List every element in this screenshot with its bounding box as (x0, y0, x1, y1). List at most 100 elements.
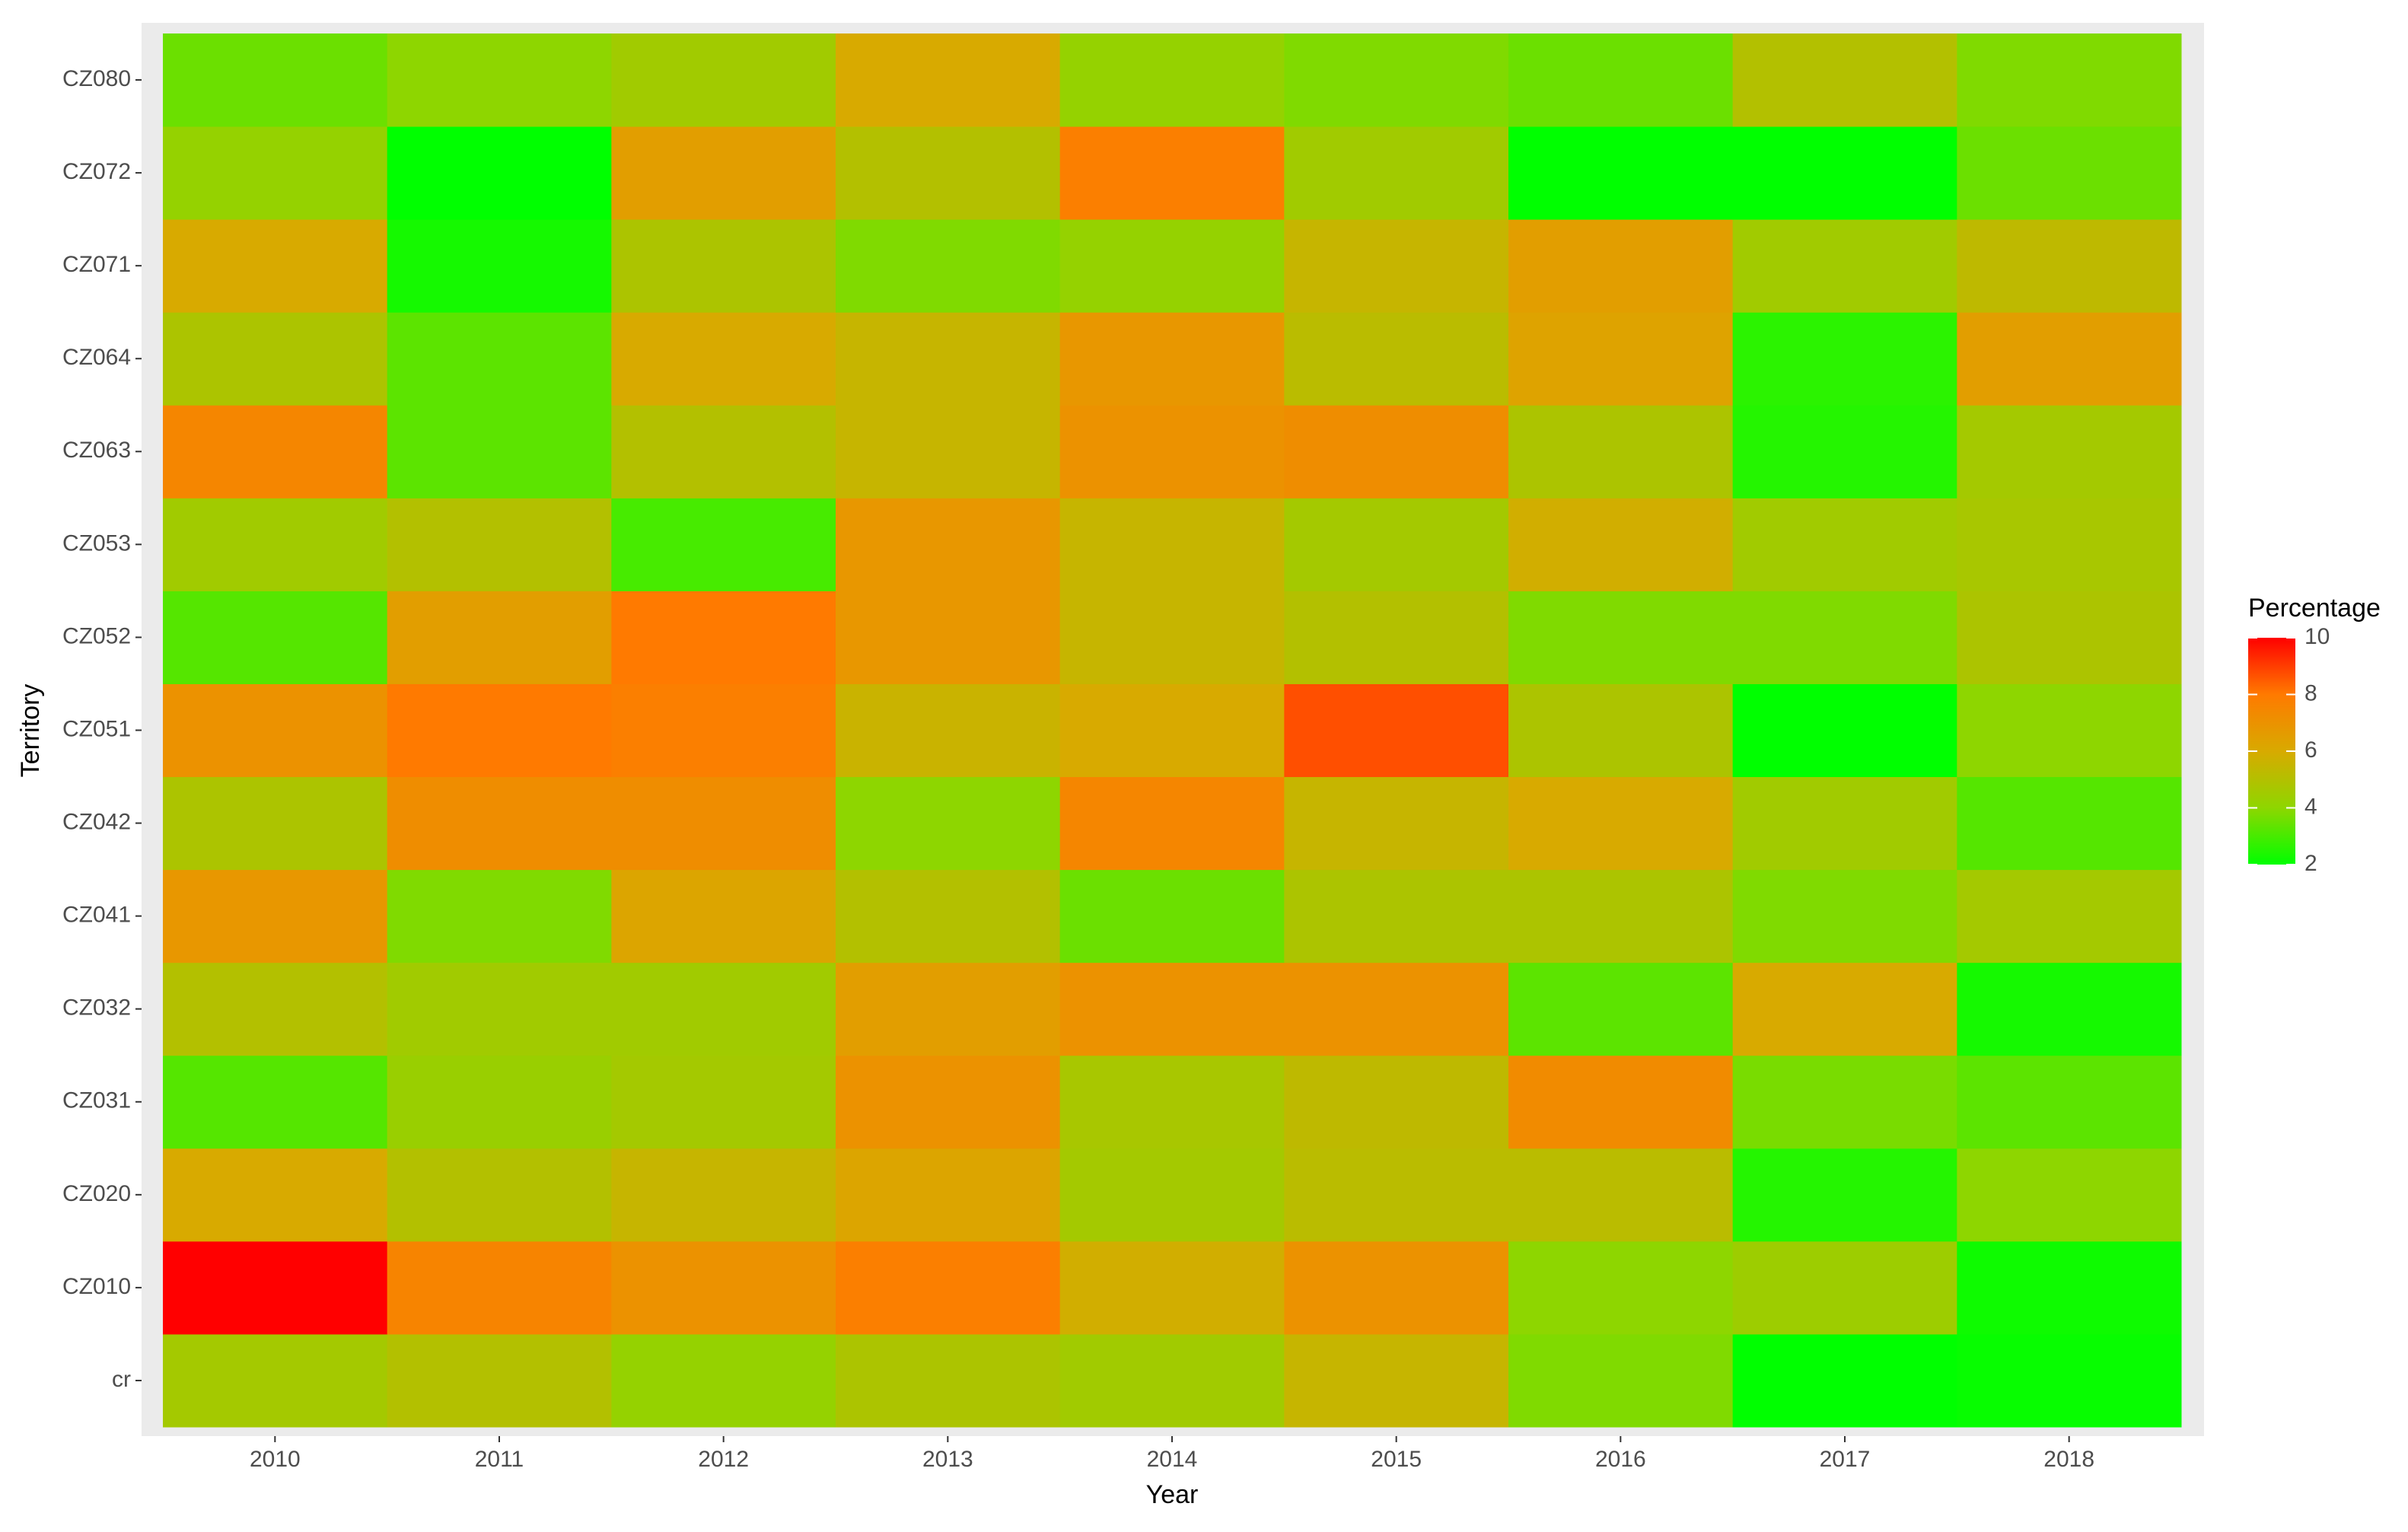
y-tick-label: CZ072 (62, 159, 131, 184)
heat-cell (611, 312, 836, 406)
heat-cell (836, 1333, 1061, 1428)
heat-cell (1957, 591, 2182, 684)
heat-cell (1284, 1333, 1509, 1428)
y-tick-label: CZ042 (62, 809, 131, 834)
heat-cell (1059, 869, 1285, 963)
heat-cell (1508, 498, 1734, 591)
heat-cell (163, 1333, 388, 1428)
heat-cell (387, 1055, 612, 1149)
x-tick-label: 2013 (922, 1447, 973, 1472)
heat-cell (1059, 312, 1285, 406)
heat-cell (1284, 869, 1509, 963)
heat-cell (1059, 776, 1285, 871)
heat-cell (836, 1055, 1061, 1149)
x-tick-label: 2018 (2043, 1447, 2094, 1472)
heat-cell (387, 1333, 612, 1428)
heat-cell (1508, 126, 1734, 220)
heat-cell (1957, 312, 2182, 406)
heat-cell (611, 591, 836, 684)
heat-cell (1957, 1148, 2182, 1242)
heat-cell (163, 33, 388, 127)
heat-cell (1508, 1148, 1734, 1242)
heat-cell (1508, 869, 1734, 963)
legend-tick-label: 6 (2304, 737, 2317, 763)
heat-cell (836, 312, 1061, 406)
heat-cell (163, 126, 388, 220)
heat-cell (163, 776, 388, 871)
heat-cell (1508, 219, 1734, 313)
heat-cell (387, 1241, 612, 1335)
heat-cell (1508, 33, 1734, 127)
heat-cell (1957, 1333, 2182, 1428)
heat-cell (1059, 33, 1285, 127)
heat-cell (387, 1148, 612, 1242)
heat-cell (387, 126, 612, 220)
heat-cell (1508, 962, 1734, 1056)
heat-cell (1284, 33, 1509, 127)
heat-cell (163, 219, 388, 313)
heat-cell (611, 405, 836, 498)
heat-cell (1284, 683, 1509, 778)
heat-cell (387, 591, 612, 684)
heat-cell (1508, 776, 1734, 871)
heat-cell (1508, 405, 1734, 498)
heat-cell (1284, 1148, 1509, 1242)
heat-cell (611, 1055, 836, 1149)
heat-cell (1957, 126, 2182, 220)
heat-cell (1508, 683, 1734, 778)
heat-cell (1284, 126, 1509, 220)
y-tick-label: CZ053 (62, 530, 131, 556)
heat-cell (1059, 405, 1285, 498)
y-tick-label: CZ041 (62, 903, 131, 928)
x-axis-title: Year (1146, 1480, 1199, 1509)
heat-cell (387, 405, 612, 498)
x-tick-label: 2015 (1371, 1447, 1422, 1472)
heat-cell (163, 1241, 388, 1335)
y-tick-label: cr (112, 1367, 131, 1392)
heat-cell (611, 126, 836, 220)
heat-cell (1508, 591, 1734, 684)
heat-cell (1732, 683, 1957, 778)
heat-cell (611, 1241, 836, 1335)
legend-tick-label: 4 (2304, 794, 2317, 819)
y-tick-label: CZ031 (62, 1088, 131, 1113)
heat-cell (836, 405, 1061, 498)
x-tick-label: 2010 (250, 1447, 301, 1472)
heat-cell (1284, 405, 1509, 498)
heat-cell (1284, 312, 1509, 406)
heat-cell (611, 1148, 836, 1242)
heat-cell (163, 591, 388, 684)
heat-cell (387, 683, 612, 778)
heat-cell (1732, 405, 1957, 498)
x-tick-label: 2011 (475, 1447, 524, 1472)
heat-cell (1059, 1333, 1285, 1428)
heat-cell (1284, 776, 1509, 871)
heat-cell (1732, 962, 1957, 1056)
heat-cell (611, 33, 836, 127)
heat-cell (611, 683, 836, 778)
heat-cell (1059, 962, 1285, 1056)
heat-cell (387, 498, 612, 591)
heat-cell (836, 591, 1061, 684)
x-tick-label: 2012 (698, 1447, 749, 1472)
heat-cell (836, 498, 1061, 591)
heat-cell (1508, 1333, 1734, 1428)
heat-cell (836, 126, 1061, 220)
heat-cell (836, 1241, 1061, 1335)
heat-cell (1059, 126, 1285, 220)
heat-cell (1059, 219, 1285, 313)
heat-cell (611, 962, 836, 1056)
heat-cell (1059, 498, 1285, 591)
heat-cell (163, 869, 388, 963)
heat-cell (387, 33, 612, 127)
heat-cell (611, 1333, 836, 1428)
y-tick-label: CZ080 (62, 66, 131, 91)
heat-cell (611, 498, 836, 591)
heat-cell (1957, 33, 2182, 127)
y-tick-label: CZ063 (62, 438, 131, 463)
x-tick-label: 2016 (1595, 1447, 1646, 1472)
heat-cell (1732, 869, 1957, 963)
heat-cell (1957, 962, 2182, 1056)
heat-cell (836, 1148, 1061, 1242)
heat-cell (1732, 498, 1957, 591)
